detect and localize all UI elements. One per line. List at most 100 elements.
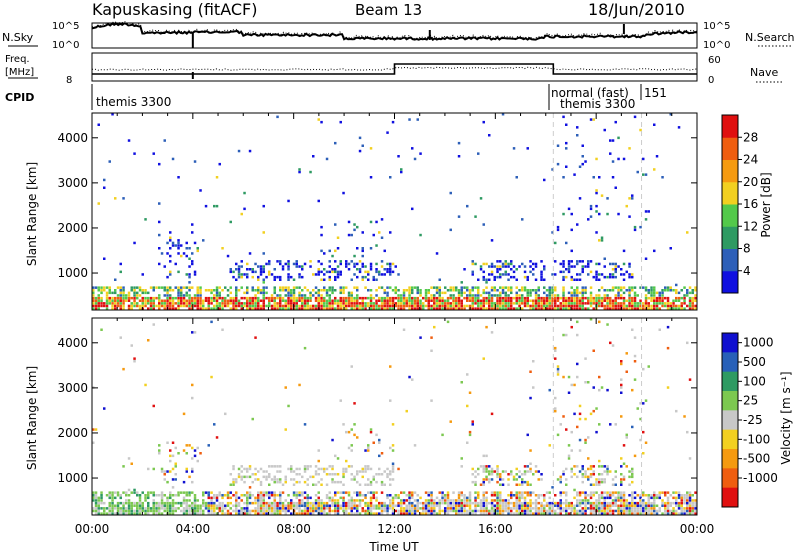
- range-cell: [537, 289, 540, 292]
- range-cell: [391, 509, 395, 513]
- range-cell: [226, 254, 230, 258]
- range-cell: [334, 499, 337, 502]
- range-cell: [650, 501, 653, 505]
- range-cell: [413, 444, 417, 447]
- range-cell: [540, 473, 543, 476]
- range-cell: [592, 512, 595, 515]
- range-cell: [548, 302, 551, 305]
- range-cell: [471, 302, 474, 305]
- range-cell: [207, 504, 210, 507]
- range-cell: [309, 475, 312, 479]
- range-cell: [501, 286, 505, 289]
- range-cell: [540, 270, 543, 274]
- range-cell: [246, 302, 249, 305]
- range-cell: [466, 294, 469, 297]
- range-cell: [144, 507, 147, 510]
- range-cell: [152, 494, 155, 497]
- range-cell: [523, 299, 527, 302]
- range-cell: [331, 467, 334, 471]
- range-cell: [317, 289, 320, 292]
- range-cell: [584, 438, 587, 442]
- range-cell: [507, 494, 510, 497]
- range-cell: [257, 296, 260, 300]
- range-cell: [232, 304, 235, 308]
- range-cell: [424, 491, 428, 494]
- range-cell: [240, 499, 243, 502]
- range-cell: [279, 499, 282, 502]
- range-cell: [188, 507, 191, 510]
- range-cell: [515, 478, 518, 481]
- range-cell: [127, 504, 131, 507]
- range-cell: [334, 480, 337, 484]
- range-cell: [328, 249, 331, 253]
- range-cell: [620, 360, 623, 363]
- range-cell: [463, 504, 466, 507]
- range-cell: [353, 299, 356, 302]
- range-cell: [328, 504, 331, 507]
- range-cell: [628, 286, 631, 289]
- range-cell: [578, 509, 582, 513]
- range-cell: [317, 273, 320, 276]
- range-cell: [490, 302, 494, 305]
- range-cell: [455, 307, 458, 310]
- range-cell: [94, 512, 98, 515]
- range-cell: [350, 465, 353, 468]
- range-cell: [246, 268, 249, 271]
- range-cell: [479, 504, 483, 507]
- range-cell: [581, 291, 584, 295]
- range-cell: [155, 296, 158, 300]
- range-cell: [598, 212, 601, 216]
- range-cell: [127, 507, 131, 510]
- range-cell: [284, 428, 287, 431]
- range-cell: [257, 512, 260, 515]
- range-cell: [171, 299, 175, 302]
- range-cell: [567, 454, 571, 458]
- range-cell: [188, 273, 191, 276]
- range-cell: [262, 278, 265, 281]
- colorbar-swatch: [722, 333, 738, 353]
- range-cell: [686, 294, 689, 297]
- range-cell: [369, 294, 373, 297]
- range-cell: [499, 299, 502, 302]
- range-cell: [108, 286, 111, 289]
- range-cell: [402, 307, 406, 310]
- range-cell: [353, 507, 356, 510]
- range-cell: [92, 307, 95, 310]
- range-cell: [218, 509, 221, 513]
- range-cell: [562, 473, 565, 476]
- range-cell: [595, 294, 598, 297]
- range-cell: [207, 299, 210, 302]
- range-cell: [504, 260, 507, 263]
- range-cell: [378, 296, 381, 300]
- range-cell: [248, 304, 252, 308]
- range-cell: [279, 465, 282, 468]
- range-cell: [138, 496, 142, 500]
- range-cell: [240, 260, 243, 263]
- range-cell: [683, 286, 686, 289]
- range-cell: [210, 512, 213, 515]
- range-cell: [108, 299, 111, 302]
- range-cell: [295, 286, 298, 289]
- range-cell: [372, 441, 375, 444]
- range-cell: [105, 307, 109, 310]
- range-cell: [301, 307, 304, 310]
- range-cell: [411, 507, 414, 510]
- range-cell: [155, 501, 158, 505]
- range-cell: [452, 491, 455, 494]
- range-cell: [177, 452, 180, 455]
- range-cell: [92, 507, 95, 510]
- range-cell: [620, 378, 623, 381]
- range-cell: [273, 478, 276, 481]
- range-cell: [100, 289, 103, 292]
- range-cell: [246, 504, 249, 507]
- range-cell: [570, 299, 573, 302]
- range-cell: [405, 296, 408, 300]
- range-cell: [342, 507, 345, 510]
- range-cell: [273, 302, 276, 305]
- range-cell: [413, 507, 417, 510]
- range-cell: [312, 304, 315, 308]
- range-cell: [534, 296, 538, 300]
- range-cell: [438, 296, 441, 300]
- range-cell: [298, 286, 301, 289]
- range-cell: [677, 304, 681, 308]
